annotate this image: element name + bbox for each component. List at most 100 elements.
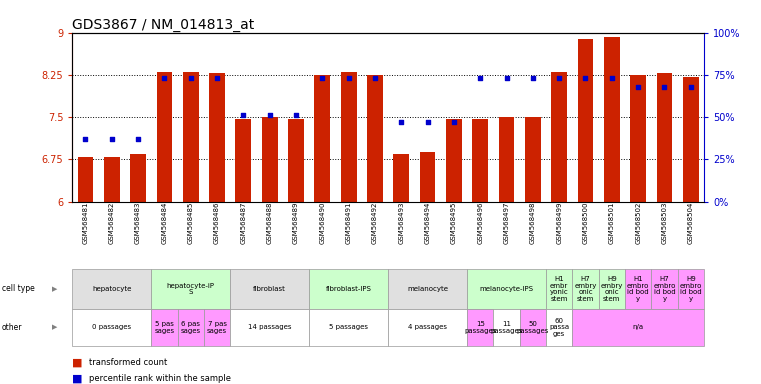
Text: n/a: n/a bbox=[632, 324, 644, 330]
Text: GSM568495: GSM568495 bbox=[451, 202, 457, 244]
Point bbox=[632, 84, 645, 90]
Text: GSM568481: GSM568481 bbox=[82, 202, 88, 244]
Bar bbox=[473, 119, 488, 202]
Text: GSM568490: GSM568490 bbox=[320, 202, 325, 244]
Point bbox=[106, 136, 118, 142]
Bar bbox=[657, 73, 673, 202]
Text: 7 pas
sages: 7 pas sages bbox=[207, 321, 227, 334]
Point bbox=[158, 75, 170, 81]
Point bbox=[79, 136, 91, 142]
Bar bbox=[467, 309, 493, 346]
Point bbox=[369, 75, 381, 81]
Bar bbox=[572, 309, 704, 346]
Text: hepatocyte-iP
S: hepatocyte-iP S bbox=[167, 283, 215, 295]
Text: H1
embro
id bod
y: H1 embro id bod y bbox=[627, 276, 649, 302]
Bar bbox=[551, 72, 567, 202]
Text: hepatocyte: hepatocyte bbox=[92, 286, 132, 292]
Text: GSM568492: GSM568492 bbox=[372, 202, 378, 244]
Bar bbox=[498, 117, 514, 202]
Bar bbox=[625, 269, 651, 309]
Point bbox=[501, 75, 513, 81]
Text: 5 pas
sages: 5 pas sages bbox=[154, 321, 174, 334]
Bar bbox=[467, 269, 546, 309]
Point bbox=[658, 84, 670, 90]
Bar bbox=[651, 269, 677, 309]
Bar bbox=[493, 309, 520, 346]
Text: transformed count: transformed count bbox=[89, 358, 167, 367]
Point bbox=[685, 84, 697, 90]
Text: GSM568504: GSM568504 bbox=[688, 202, 694, 244]
Point bbox=[474, 75, 486, 81]
Text: GSM568502: GSM568502 bbox=[635, 202, 641, 244]
Bar bbox=[446, 119, 462, 202]
Text: H7
embry
onic
stem: H7 embry onic stem bbox=[575, 276, 597, 302]
Bar bbox=[341, 72, 356, 202]
Point bbox=[185, 75, 197, 81]
Bar bbox=[572, 269, 599, 309]
Text: 15
passages: 15 passages bbox=[464, 321, 496, 334]
Bar bbox=[599, 269, 625, 309]
Text: GSM568491: GSM568491 bbox=[345, 202, 352, 244]
Bar bbox=[177, 309, 204, 346]
Text: 6 pas
sages: 6 pas sages bbox=[180, 321, 201, 334]
Bar bbox=[367, 75, 383, 202]
Text: GSM568503: GSM568503 bbox=[661, 202, 667, 244]
Point bbox=[237, 113, 250, 119]
Text: H9
embro
id bod
y: H9 embro id bod y bbox=[680, 276, 702, 302]
Text: ■: ■ bbox=[72, 373, 83, 383]
Text: 5 passages: 5 passages bbox=[330, 324, 368, 330]
Text: 0 passages: 0 passages bbox=[92, 324, 132, 330]
Text: GSM568482: GSM568482 bbox=[109, 202, 115, 244]
Bar bbox=[677, 269, 704, 309]
Text: 60
passa
ges: 60 passa ges bbox=[549, 318, 569, 337]
Point bbox=[317, 75, 329, 81]
Point bbox=[342, 75, 355, 81]
Bar bbox=[420, 152, 435, 202]
Bar bbox=[288, 119, 304, 202]
Text: GSM568487: GSM568487 bbox=[240, 202, 247, 244]
Bar bbox=[130, 154, 146, 202]
Bar bbox=[578, 40, 594, 202]
Bar bbox=[72, 309, 151, 346]
Point bbox=[422, 119, 434, 125]
Bar bbox=[314, 75, 330, 202]
Text: ▶: ▶ bbox=[52, 286, 57, 292]
Bar bbox=[683, 76, 699, 202]
Text: fibroblast-IPS: fibroblast-IPS bbox=[326, 286, 371, 292]
Bar bbox=[393, 154, 409, 202]
Text: GSM568484: GSM568484 bbox=[161, 202, 167, 244]
Bar bbox=[525, 117, 541, 202]
Point bbox=[263, 113, 275, 119]
Text: GSM568494: GSM568494 bbox=[425, 202, 431, 244]
Bar bbox=[604, 37, 619, 202]
Text: GDS3867 / NM_014813_at: GDS3867 / NM_014813_at bbox=[72, 18, 254, 31]
Text: melanocyte: melanocyte bbox=[407, 286, 448, 292]
Bar bbox=[262, 117, 278, 202]
Point bbox=[211, 75, 223, 81]
Text: H7
embro
id bod
y: H7 embro id bod y bbox=[653, 276, 676, 302]
Bar bbox=[630, 75, 646, 202]
Text: other: other bbox=[2, 323, 22, 332]
Bar bbox=[388, 309, 467, 346]
Bar bbox=[78, 157, 94, 202]
Text: GSM568497: GSM568497 bbox=[504, 202, 510, 244]
Point bbox=[579, 75, 591, 81]
Text: cell type: cell type bbox=[2, 285, 34, 293]
Text: H1
embr
yonic
stem: H1 embr yonic stem bbox=[549, 276, 568, 302]
Text: H9
embry
onic
stem: H9 embry onic stem bbox=[600, 276, 623, 302]
Text: melanocyte-IPS: melanocyte-IPS bbox=[479, 286, 533, 292]
Bar bbox=[151, 309, 177, 346]
Text: GSM568483: GSM568483 bbox=[135, 202, 141, 244]
Text: GSM568500: GSM568500 bbox=[582, 202, 588, 244]
Text: GSM568498: GSM568498 bbox=[530, 202, 536, 244]
Text: GSM568493: GSM568493 bbox=[398, 202, 404, 244]
Text: 50
passages: 50 passages bbox=[517, 321, 549, 334]
Bar bbox=[388, 269, 467, 309]
Text: GSM568501: GSM568501 bbox=[609, 202, 615, 244]
Point bbox=[606, 75, 618, 81]
Bar bbox=[157, 72, 172, 202]
Text: ▶: ▶ bbox=[52, 324, 57, 330]
Point bbox=[290, 113, 302, 119]
Bar bbox=[546, 269, 572, 309]
Bar bbox=[546, 309, 572, 346]
